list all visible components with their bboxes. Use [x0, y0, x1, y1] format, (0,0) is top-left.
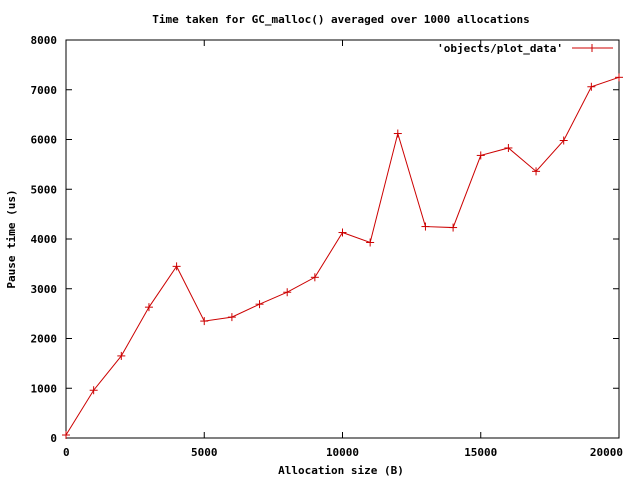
x-tick-label-2: 10000: [326, 446, 359, 459]
y-tick-label-5: 5000: [31, 183, 58, 196]
data-point: [117, 351, 126, 360]
legend-label: 'objects/plot_data': [437, 42, 563, 55]
series-layer: [62, 73, 623, 440]
y-tick-label-2: 2000: [31, 333, 58, 346]
data-point: [338, 228, 347, 237]
data-point: [89, 386, 98, 395]
data-point: [449, 223, 458, 232]
legend: 'objects/plot_data': [437, 42, 613, 55]
data-point: [310, 273, 319, 282]
data-point: [144, 303, 153, 312]
y-tick-label-0: 0: [50, 432, 57, 445]
x-axis: 0 5000 10000 15000 20000: [63, 40, 623, 459]
chart-title: Time taken for GC_malloc() averaged over…: [152, 13, 530, 26]
y-tick-label-8: 8000: [31, 34, 58, 47]
y-tick-label-3: 3000: [31, 283, 58, 296]
data-point: [615, 73, 623, 82]
data-point: [172, 262, 181, 271]
x-axis-label: Allocation size (B): [278, 464, 404, 477]
x-tick-label-4: 20000: [590, 446, 623, 459]
y-axis-label: Pause time (us): [5, 189, 18, 288]
series-line-0: [65, 76, 620, 436]
data-point: [504, 143, 513, 152]
y-tick-label-4: 4000: [31, 233, 58, 246]
data-point: [227, 313, 236, 322]
y-axis: 0 1000 2000 3000 4000 5000 6000 7000 8000: [31, 34, 619, 445]
plot-frame: [65, 39, 620, 439]
data-point: [476, 151, 485, 160]
y-tick-label-1: 1000: [31, 382, 58, 395]
legend-marker: [588, 44, 596, 52]
y-tick-label-6: 6000: [31, 134, 58, 147]
data-point: [283, 288, 292, 297]
x-tick-label-3: 15000: [464, 446, 497, 459]
y-tick-label-7: 7000: [31, 84, 58, 97]
data-point: [587, 82, 596, 91]
data-point: [421, 222, 430, 231]
data-point: [559, 136, 568, 145]
data-point: [255, 300, 264, 309]
x-tick-label-1: 5000: [191, 446, 218, 459]
data-point: [62, 431, 70, 440]
data-point: [532, 167, 541, 176]
data-point: [366, 238, 375, 247]
x-tick-label-0: 0: [63, 446, 70, 459]
data-point: [393, 129, 402, 138]
data-point: [200, 317, 209, 326]
